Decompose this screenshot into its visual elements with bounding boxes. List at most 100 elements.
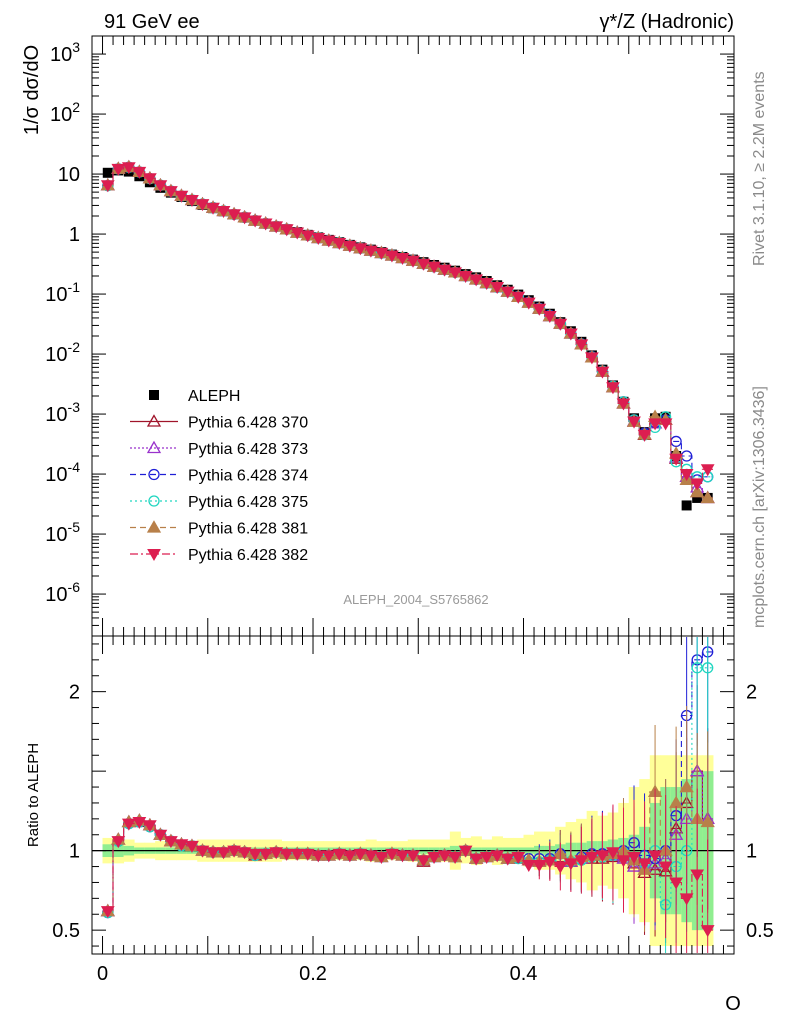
legend-label: Pythia 6.428 373 <box>188 441 308 458</box>
main-data-point <box>174 190 189 203</box>
ratio-data-point <box>469 853 484 866</box>
ratio-data-point <box>679 779 694 793</box>
ratio-y-tick-label-right: 1 <box>746 841 757 863</box>
main-data-point <box>332 237 347 250</box>
main-data-point <box>532 303 547 316</box>
ratio-data-point <box>100 906 115 919</box>
ratio-data-point <box>627 852 641 865</box>
ratio-data-point <box>690 869 705 882</box>
ratio-data-point <box>700 925 715 938</box>
main-data-point <box>553 318 568 331</box>
legend-marker <box>146 440 162 454</box>
rivet-label: Rivet 3.1.10, ≥ 2.2M events <box>751 71 768 266</box>
main-data-point <box>374 247 389 260</box>
ratio-data-point <box>248 848 262 861</box>
ratio-y-ticks: 0.5 0.5 1 1 2 2 <box>52 643 774 947</box>
main-data-point <box>143 173 157 186</box>
main-data-point <box>406 255 420 268</box>
main-data-point <box>395 252 410 265</box>
ratio-data-point <box>585 852 599 865</box>
main-data-point <box>100 180 115 193</box>
ratio-data-point <box>648 850 662 863</box>
ratio-data-point <box>700 814 715 828</box>
main-y-tick-label: 10-3 <box>45 399 80 426</box>
main-data-point <box>679 469 694 482</box>
main-data-point <box>416 258 431 271</box>
main-data-point <box>216 206 231 219</box>
main-data-point <box>542 311 557 324</box>
main-series-line <box>102 166 713 484</box>
ratio-data-point <box>542 856 557 869</box>
ratio-data-point <box>595 850 610 863</box>
ratio-data-point <box>437 850 452 863</box>
main-data-point <box>700 464 715 477</box>
ratio-data-point <box>500 853 515 866</box>
legend-marker <box>146 414 162 427</box>
ratio-data-point <box>279 848 294 861</box>
main-data-point <box>595 366 610 379</box>
main-data-point <box>427 261 441 274</box>
ratio-data-point <box>353 848 368 861</box>
main-data-point <box>700 490 715 504</box>
main-data-point <box>458 271 473 284</box>
legend-label: Pythia 6.428 374 <box>188 468 308 485</box>
main-plot-frame <box>91 35 735 637</box>
main-data-point <box>227 209 241 222</box>
ratio-data-point <box>416 855 431 868</box>
mcplots-label: mcplots.cern.ch [arXiv:1306.3436] <box>751 386 768 628</box>
legend-entry: Pythia 6.428 375 <box>130 494 308 511</box>
ratio-data-point <box>606 847 620 860</box>
main-data-point <box>574 339 589 352</box>
ratio-data-point <box>258 848 273 861</box>
main-y-tick-label: 10-6 <box>45 579 80 606</box>
ratio-data-point <box>321 850 336 863</box>
main-data-point <box>500 286 515 299</box>
legend-entry: Pythia 6.428 381 <box>130 520 308 538</box>
ratio-data-point <box>427 852 441 865</box>
ratio-data-point <box>637 858 652 871</box>
main-series-layer <box>100 159 715 511</box>
main-data-point <box>269 221 284 234</box>
main-data-point <box>102 167 113 178</box>
ratio-data-point <box>490 850 505 863</box>
ratio-data-point <box>374 852 389 865</box>
legend-marker <box>149 390 159 400</box>
main-y-tick-label: 10 <box>58 164 80 186</box>
main-data-point <box>279 224 294 237</box>
ratio-data-point <box>564 858 578 871</box>
ratio-y-tick-label-right: 0.5 <box>746 920 774 942</box>
ratio-data-point <box>132 817 147 830</box>
legend-label: Pythia 6.428 382 <box>188 547 308 564</box>
ratio-data-point <box>342 850 357 863</box>
main-data-point <box>121 162 136 175</box>
main-data-point <box>364 245 378 258</box>
main-data-point <box>206 202 220 215</box>
main-data-point <box>300 230 315 243</box>
main-data-point <box>195 199 210 212</box>
ratio-data-point <box>121 818 136 831</box>
main-data-point <box>479 277 494 290</box>
legend: ALEPH Pythia 6.428 370 Pythia 6.428 373 Pyt… <box>130 388 308 564</box>
legend-label: ALEPH <box>188 388 240 405</box>
x-axis-label: O <box>725 993 741 1015</box>
ratio-series-3 <box>102 637 714 953</box>
ratio-series-5 <box>100 788 715 953</box>
ratio-series-layer <box>100 637 715 953</box>
ratio-data-point <box>195 845 210 858</box>
ratio-data-point <box>521 859 536 872</box>
main-data-point <box>111 163 126 176</box>
ratio-data-point <box>111 836 126 849</box>
main-data-point <box>321 235 336 248</box>
main-data-point <box>185 194 199 207</box>
ratio-y-tick-label-left: 1 <box>69 841 80 863</box>
ratio-data-point <box>364 850 378 863</box>
main-data-point <box>353 243 368 256</box>
header-left-label: 91 GeV ee <box>104 11 200 33</box>
x-ticks: 0 0.2 0.4 <box>97 36 735 985</box>
ratio-data-point <box>406 850 420 863</box>
main-data-point <box>521 297 536 310</box>
main-data-point <box>690 478 705 491</box>
main-data-point <box>385 250 399 263</box>
